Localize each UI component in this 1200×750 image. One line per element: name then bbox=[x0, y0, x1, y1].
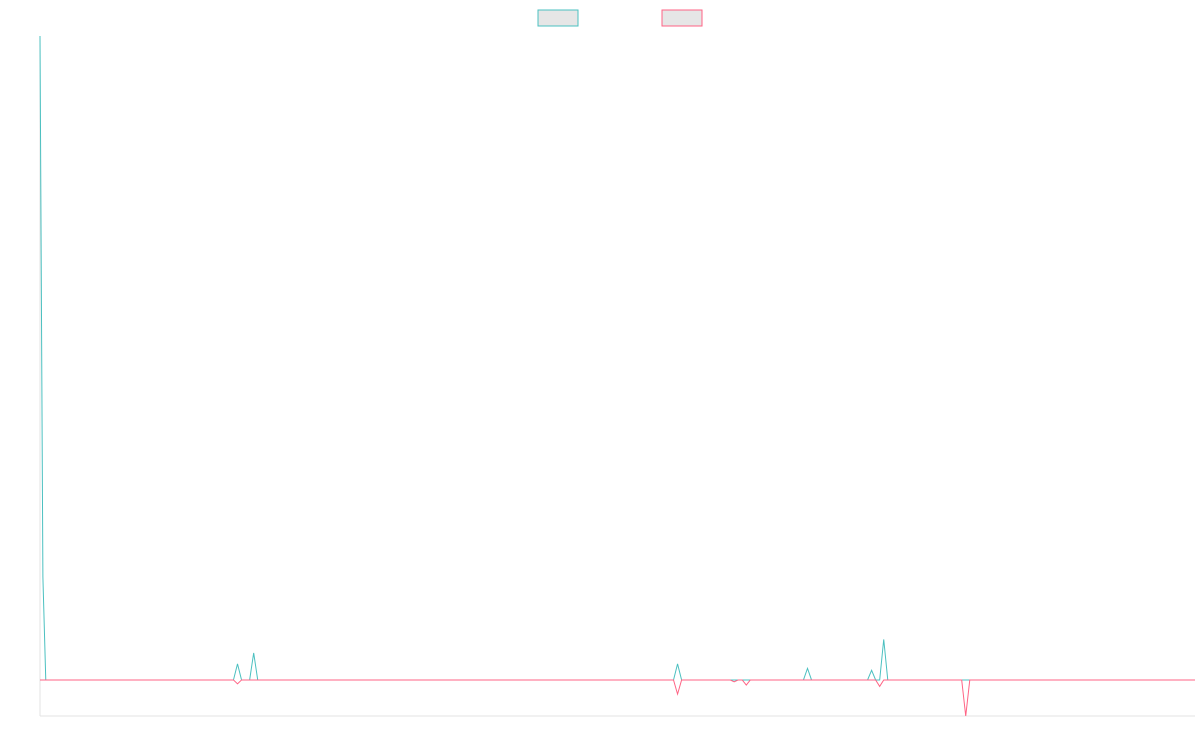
axes bbox=[39, 36, 1195, 717]
legend bbox=[537, 9, 703, 27]
series-layer bbox=[39, 35, 1195, 717]
series-line-2 bbox=[40, 679, 1195, 717]
legend-swatch-1[interactable] bbox=[537, 9, 579, 27]
legend-swatch-2[interactable] bbox=[661, 9, 703, 27]
legend-item-2[interactable] bbox=[661, 9, 703, 27]
series-line-1 bbox=[39, 35, 1195, 681]
legend-item-1[interactable] bbox=[537, 9, 579, 27]
